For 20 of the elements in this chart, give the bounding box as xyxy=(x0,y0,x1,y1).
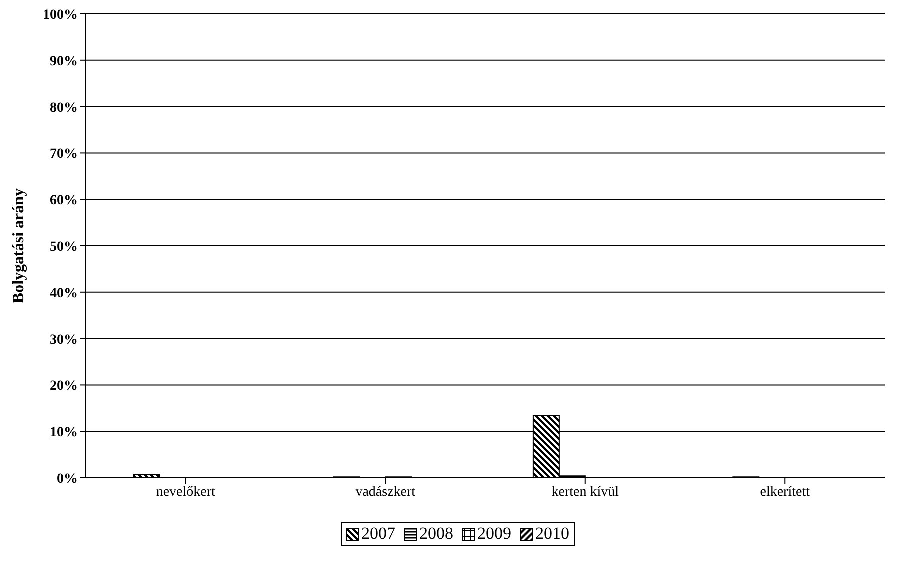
y-tick-label: 40% xyxy=(50,286,78,302)
x-tick-label: kerten kívül xyxy=(552,484,620,500)
x-tick-label: elkerített xyxy=(760,484,810,500)
y-tick-label: 10% xyxy=(50,426,78,441)
y-tick-label: 70% xyxy=(50,147,78,162)
y-axis-title: Bolygatási arány xyxy=(10,188,28,304)
y-tick-label: 0% xyxy=(57,472,78,487)
y-tick-label: 50% xyxy=(50,240,78,255)
y-tick-label: 30% xyxy=(50,332,78,348)
x-tick-label: vadászkert xyxy=(356,484,416,500)
y-tick-label: 100% xyxy=(43,8,78,23)
y-tick-label: 80% xyxy=(50,100,78,116)
legend-label: 2008 xyxy=(418,524,454,544)
legend-label: 2009 xyxy=(476,524,512,544)
y-tick-label: 90% xyxy=(50,54,78,70)
x-tick-label: nevelőkert xyxy=(156,484,216,500)
y-tick-label: 20% xyxy=(50,379,78,394)
legend-label: 2010 xyxy=(534,524,570,544)
legend-label: 2007 xyxy=(360,524,396,544)
y-tick-label: 60% xyxy=(50,194,78,209)
